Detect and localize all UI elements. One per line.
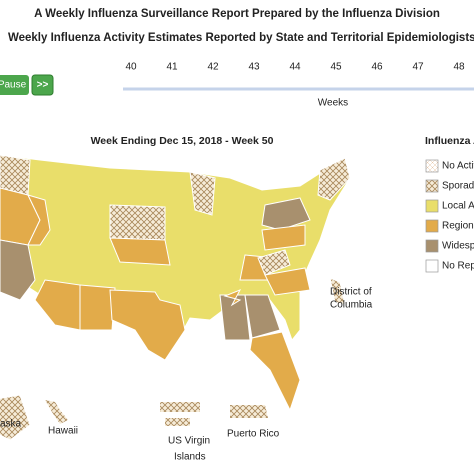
map-title: Week Ending Dec 15, 2018 - Week 50 (91, 135, 274, 147)
week-label: 46 (371, 62, 383, 73)
next-label[interactable]: >> (37, 80, 49, 91)
legend-label: Sporadi (442, 181, 474, 192)
usvi-label: Islands (174, 452, 206, 463)
legend-swatch (425, 179, 439, 193)
state-california (0, 239, 36, 301)
state-texas (109, 289, 186, 361)
state-georgia (244, 294, 281, 339)
legend-label: Regiona (442, 221, 474, 232)
usvi-label: US Virgin (168, 436, 210, 447)
legend-swatch (425, 159, 439, 173)
week-label: 44 (289, 62, 301, 73)
week-label: 43 (248, 62, 260, 73)
legend: No Activi Sporadi Local A Regiona Widesp No R… (425, 159, 474, 273)
subtitle: Weekly Influenza Activity Estimates Repo… (8, 32, 474, 44)
week-label: 47 (412, 62, 424, 73)
pause-label[interactable]: Pause (0, 80, 27, 91)
pause-bg[interactable] (0, 75, 29, 95)
puerto-rico-label: Puerto Rico (227, 429, 280, 440)
legend-label: No Activi (442, 161, 474, 172)
next-bg[interactable] (31, 74, 54, 96)
legend-label: Widesp (442, 241, 474, 252)
hawaii-label: Hawaii (48, 426, 78, 437)
legend-swatch (425, 219, 439, 233)
week-label: 40 (125, 62, 137, 73)
timeline-axis-label: Weeks (318, 98, 348, 109)
state-virginia (257, 249, 291, 276)
week-label: 42 (207, 62, 219, 73)
usvi (160, 402, 200, 426)
us-map (0, 154, 351, 441)
dc-label: District of (330, 287, 372, 298)
week-label: 41 (166, 62, 178, 73)
legend-label: Local A (442, 201, 474, 212)
next-button[interactable]: >> (31, 74, 54, 96)
state-new-york (261, 197, 311, 231)
timeline: 40 41 42 43 44 45 46 47 48 (125, 62, 465, 73)
legend-title: Influenza Ac (425, 135, 474, 147)
state-hawaii (45, 400, 68, 424)
state-nebraska (109, 237, 171, 266)
week-label: 48 (453, 62, 465, 73)
legend-swatch (425, 259, 439, 273)
alaska-label: aska (0, 419, 22, 430)
state-south-dakota (109, 204, 166, 241)
state-wisconsin (189, 171, 216, 216)
legend-swatch (425, 239, 439, 253)
pause-button[interactable]: Pause (0, 75, 29, 95)
state-florida (249, 331, 301, 412)
state-tennessee (223, 289, 242, 307)
legend-label: No Repo (442, 261, 474, 272)
state-pennsylvania (261, 224, 306, 251)
state-idaho (27, 194, 51, 246)
legend-swatch (425, 199, 439, 213)
state-new-mexico (79, 284, 116, 331)
state-maine (317, 157, 351, 201)
puerto-rico (230, 405, 268, 418)
state-north-carolina (264, 267, 311, 296)
dc-label: Columbia (330, 300, 373, 311)
week-label: 45 (330, 62, 342, 73)
state-alaska (0, 394, 31, 441)
state-arizona (34, 279, 81, 331)
title: A Weekly Influenza Surveillance Report P… (34, 8, 440, 20)
dc-inset (329, 277, 346, 306)
